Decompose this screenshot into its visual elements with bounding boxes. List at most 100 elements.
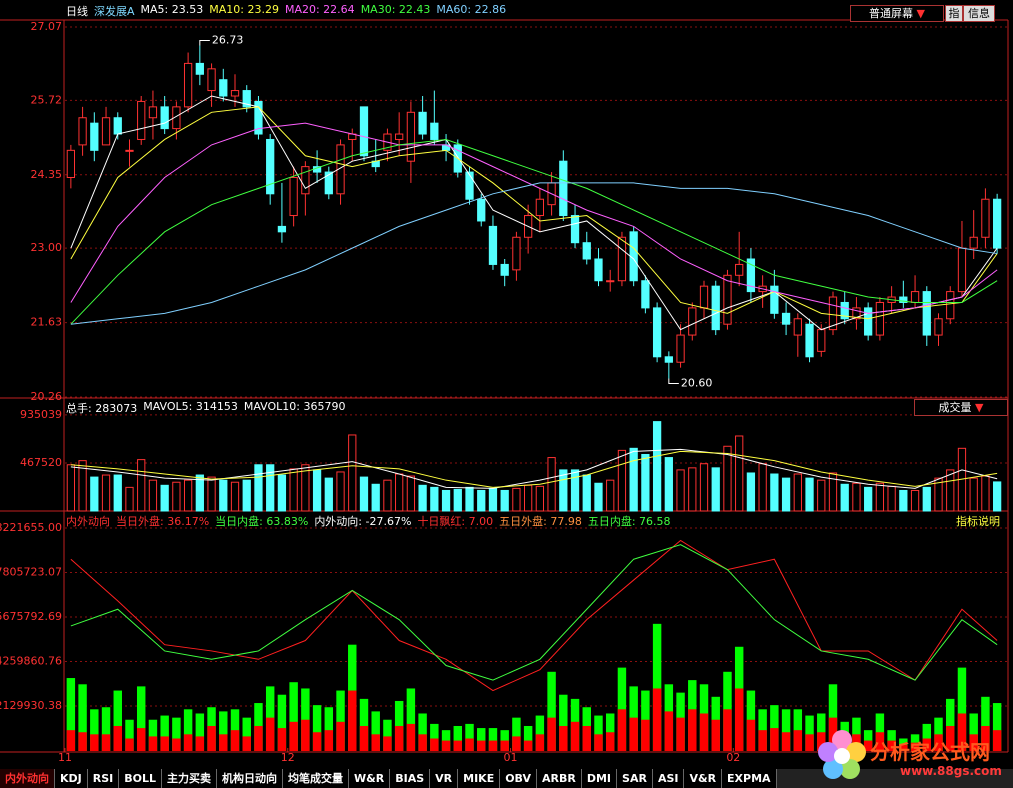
tab[interactable]: 均笔成交量 [283,769,350,788]
candle-body [652,307,662,358]
indicator-bar [371,734,380,751]
header-item: 当日内盘: 63.83% [215,515,309,528]
volume-bar [746,472,756,512]
volume-bar [758,463,767,512]
candle-body [746,258,756,293]
tab[interactable]: 主力买卖 [162,769,218,788]
volume-bar [535,485,544,512]
candle-body [219,79,228,97]
header-item: MA20: 22.64 [284,3,355,16]
volume-bar [453,488,462,512]
tab[interactable]: BOLL [119,769,163,788]
annotation-pointer [668,378,679,385]
candle-body [477,198,486,222]
indicator-bar [324,707,334,751]
tab[interactable]: VR [430,769,459,788]
tab[interactable]: V&R [684,769,723,788]
candle-body [711,285,720,331]
panel-label: 成交量 [938,401,972,414]
indicator-bar [711,719,720,751]
indicator-bar [559,694,568,751]
indicator-bar [992,703,1002,751]
indicator-bar [781,732,791,751]
candle-body [488,225,498,265]
indicator-help[interactable]: 指标说明 [956,515,1000,528]
header-item: MA10: 23.29 [209,3,279,16]
series-line [70,106,998,320]
tab[interactable]: SAR [617,769,653,788]
header-item: 五日内盘: 76.58 [587,515,671,528]
tab[interactable]: ASI [652,769,685,788]
volume-bar [570,469,580,512]
candle-body [148,106,158,119]
volume-bar [183,479,193,512]
volume-bar [500,489,509,512]
candle-body [160,106,169,130]
candle-body [430,122,439,140]
tab[interactable]: BIAS [390,769,431,788]
indicator-bar [277,694,287,751]
indicator-bar [488,728,498,751]
tab[interactable]: W&R [349,769,391,788]
tab[interactable]: OBV [500,769,538,788]
indicator-bar [946,698,955,751]
candle-body [195,62,204,75]
indicator-bar [418,713,427,751]
indicator-bar [535,734,545,751]
volume-bar [195,474,204,512]
indicator-bar [465,723,474,751]
volume-bar [125,486,134,512]
candle-body [629,231,638,282]
candle-body [699,285,709,309]
indicator-bar [605,732,615,751]
tab[interactable]: RSI [87,769,120,788]
indicator-bar [359,725,369,751]
y-tick-label: 2129930.38 [0,699,62,712]
candle-body [852,307,861,320]
tab[interactable]: DMI [581,769,618,788]
volume-bar [606,479,615,512]
indicator-bar [934,734,943,751]
volume-bar [348,434,357,512]
tab[interactable]: 内外动向 [0,769,55,788]
header-item: 日线 [66,5,88,18]
annotation-pointer [199,39,210,46]
candle-body [617,236,627,282]
tab[interactable]: EXPMA [722,769,777,788]
indicator-button[interactable]: 指 [945,5,963,22]
volume-bar [559,469,568,512]
indicator-bar [910,742,920,751]
indicator-bar [488,740,498,751]
logo-flower [818,730,866,779]
indicator-bar [477,740,486,751]
button-label: 信息 [968,7,990,20]
tab[interactable]: 机构日动向 [217,769,284,788]
indicator-bar [183,734,193,751]
indicator-bar [394,725,404,751]
tab[interactable]: KDJ [55,769,88,788]
volume-bar [641,453,650,512]
volume-bar [828,472,838,512]
tab[interactable]: MIKE [458,769,501,788]
series-line [70,138,998,325]
volume-bar [582,474,591,512]
candle-body [676,334,685,363]
volume-selector[interactable]: 成交量 ▼ [914,399,1008,416]
indicator-bar [195,736,205,751]
indicator-bar [992,730,1002,751]
indicator-bar [453,740,463,751]
y-tick-label: 21.63 [31,316,63,329]
indicator-bar [477,728,486,751]
volume-bar [148,479,158,512]
info-button[interactable]: 信息 [963,5,995,22]
candle-body [266,138,275,195]
indicator-bar [78,684,87,751]
indicator-bar [113,725,122,751]
candle-body [242,90,251,108]
volume-bar [922,486,931,512]
volume-bar [465,486,474,512]
tab[interactable]: ARBR [537,769,582,788]
screen-mode-button[interactable]: 普通屏幕 ▼ [850,5,944,22]
indicator-bar [594,715,603,751]
indicator-bar [547,671,556,751]
